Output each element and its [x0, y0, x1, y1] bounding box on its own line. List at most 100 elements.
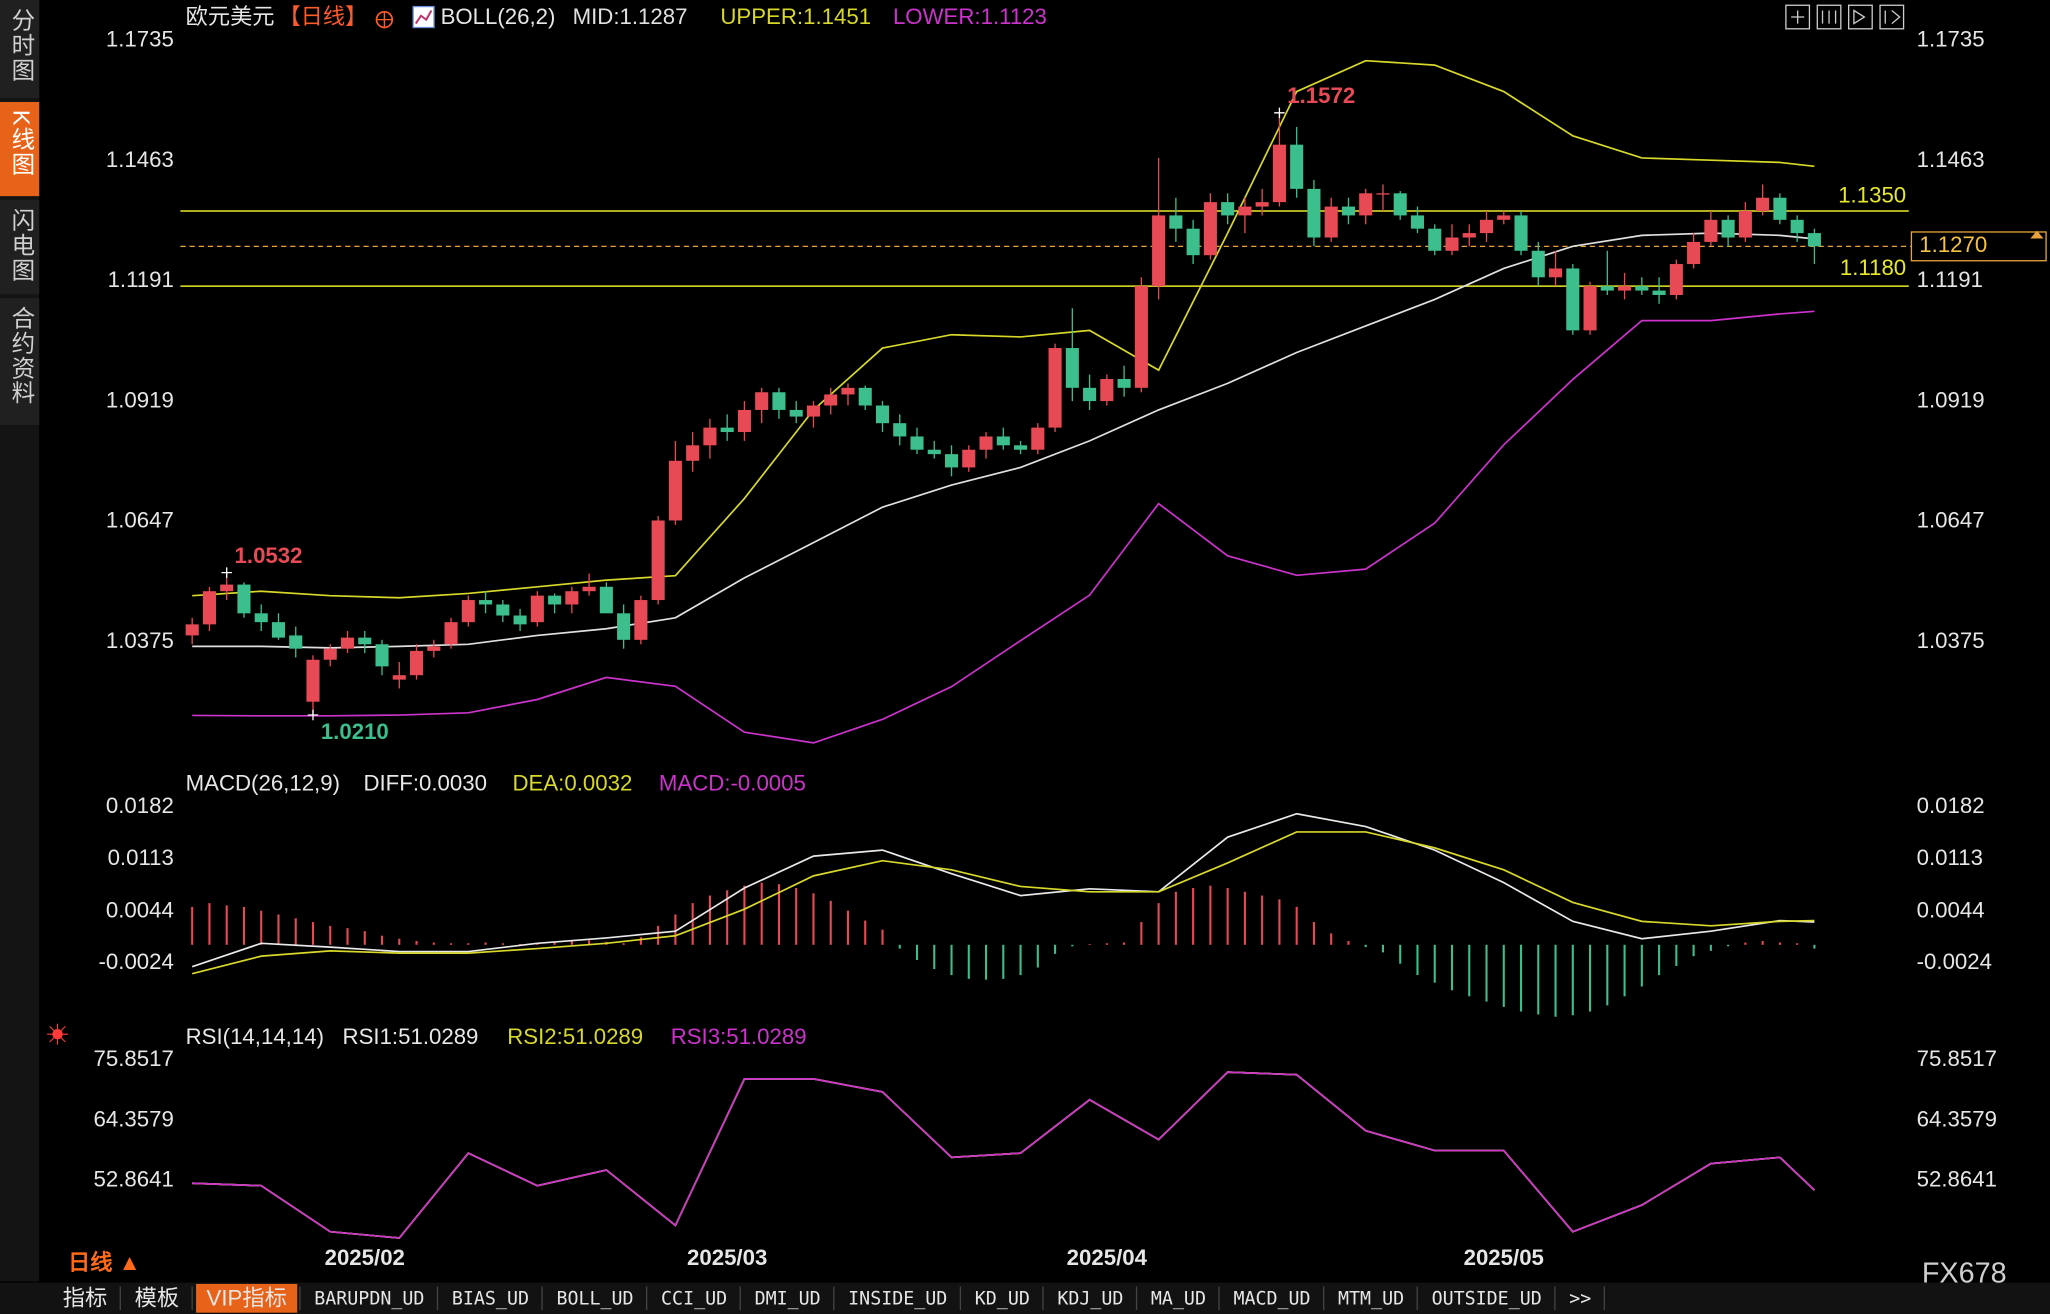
candle-body — [1393, 193, 1407, 216]
candle-body — [1756, 197, 1770, 211]
candle-body — [513, 615, 527, 625]
last-price-label: 1.1270 — [1919, 232, 1987, 257]
indicator-line — [192, 310, 1815, 744]
candle-body — [910, 436, 924, 450]
side-tab-label[interactable]: 闪电图 — [8, 208, 34, 283]
candle-body — [1531, 250, 1545, 278]
candle-body — [1618, 286, 1632, 291]
candle-body — [1376, 193, 1390, 195]
side-tab-label[interactable]: 合约资料 — [8, 306, 35, 406]
bottom-tab[interactable] — [1558, 1283, 1602, 1313]
toolbar — [1785, 4, 1905, 30]
toolbar-button[interactable] — [1848, 4, 1873, 30]
bottom-tab[interactable] — [1327, 1283, 1415, 1313]
extreme-marker — [1274, 107, 1285, 119]
bottom-tab-label[interactable]: KD_UD — [975, 1289, 1030, 1310]
candle-body — [358, 637, 372, 645]
y-tick-label: 0.0113 — [108, 845, 174, 870]
x-tick-label: 2025/04 — [1067, 1245, 1148, 1270]
legend-entry: MID:1.1287 — [573, 4, 688, 29]
candle-body — [1652, 290, 1666, 295]
toolbar-button[interactable] — [1816, 4, 1842, 30]
candle-body — [444, 622, 458, 645]
candle-body — [340, 637, 355, 649]
side-tab-label[interactable]: 分时图 — [8, 8, 34, 83]
candle-body — [1462, 233, 1476, 238]
candle-body — [686, 445, 700, 461]
bottom-tab-label[interactable]: DMI_UD — [755, 1289, 821, 1310]
bottom-tab-label[interactable]: 模板 — [135, 1285, 179, 1310]
bottom-tab[interactable] — [441, 1283, 540, 1313]
legend-entry: RSI3:51.0289 — [671, 1024, 807, 1049]
indicator-line — [192, 1071, 1815, 1239]
bottom-tab-label[interactable]: VIP指标 — [207, 1285, 287, 1310]
bottom-tab[interactable] — [52, 1283, 118, 1313]
candle-body — [772, 392, 786, 410]
bottom-tab-label[interactable]: MTM_UD — [1338, 1289, 1404, 1310]
extreme-marker — [221, 567, 232, 578]
bottom-tab[interactable] — [303, 1283, 435, 1313]
y-tick-label-right: 0.0113 — [1917, 845, 1983, 870]
bottom-tab-label[interactable]: INSIDE_UD — [848, 1289, 947, 1310]
candle-body — [634, 600, 648, 640]
bottom-tab[interactable] — [545, 1283, 645, 1313]
candle-body — [323, 648, 337, 660]
candle-body — [1566, 268, 1580, 331]
bottom-tab-label[interactable]: BIAS_UD — [452, 1289, 529, 1310]
candle-body — [1290, 144, 1304, 189]
bottom-tab-label[interactable]: KDJ_UD — [1057, 1289, 1123, 1310]
bottom-tab[interactable] — [1046, 1283, 1134, 1313]
bottom-tab[interactable] — [1222, 1283, 1322, 1313]
candle-body — [1445, 237, 1459, 251]
candle-body — [824, 394, 838, 406]
candle-body — [1152, 215, 1166, 287]
bottom-tab-label[interactable]: OUTSIDE_UD — [1432, 1289, 1542, 1310]
bottom-tab[interactable] — [744, 1283, 832, 1313]
toolbar-button[interactable] — [1879, 4, 1905, 30]
candle-body — [996, 436, 1010, 446]
candle-body — [755, 392, 769, 410]
bottom-tab-label[interactable]: CCI_UD — [661, 1289, 727, 1310]
y-tick-label-right: 1.0919 — [1917, 387, 1985, 412]
bottom-tab-label[interactable]: >> — [1569, 1289, 1591, 1310]
bottom-tab[interactable] — [124, 1283, 190, 1313]
candle-body — [1773, 197, 1787, 220]
bottom-tab[interactable] — [650, 1283, 738, 1313]
side-tab[interactable] — [0, 298, 40, 425]
bottom-tab[interactable] — [837, 1283, 958, 1313]
side-tab[interactable] — [0, 0, 40, 99]
timeframe-label[interactable]: 日线 ▲ — [68, 1249, 141, 1275]
bottom-tab[interactable] — [1140, 1283, 1217, 1313]
side-tab[interactable] — [0, 102, 40, 197]
candle-body — [1807, 233, 1821, 247]
bottom-tab-label[interactable]: MACD_UD — [1233, 1289, 1310, 1310]
candle-body — [944, 454, 959, 468]
candle-body — [1324, 206, 1338, 238]
bottom-tab[interactable] — [1421, 1283, 1553, 1313]
symbol-title: 欧元美元 — [186, 4, 275, 29]
y-tick-label: 1.0375 — [106, 628, 174, 653]
toolbar-button[interactable] — [1785, 4, 1811, 30]
bottom-tab-label[interactable]: BOLL_UD — [556, 1289, 633, 1310]
toolbar-glyphs — [1791, 9, 1901, 25]
candle-body — [1497, 215, 1511, 220]
bottom-tab[interactable] — [196, 1283, 298, 1313]
rsi-icon — [47, 1023, 68, 1045]
y-tick-label: 1.0919 — [106, 387, 174, 412]
candle-body — [1341, 206, 1355, 216]
bottom-tab-label[interactable]: BARUPDN_UD — [314, 1289, 424, 1310]
candle-body — [1549, 268, 1563, 278]
candle-body — [1410, 215, 1425, 229]
indicator-icon-line — [414, 10, 433, 25]
candle-body — [254, 613, 268, 623]
indicator-line — [192, 59, 1815, 599]
bottom-tab-label[interactable]: MA_UD — [1151, 1289, 1206, 1310]
indicator-line — [192, 232, 1815, 649]
bottom-tab-label[interactable]: 指标 — [63, 1285, 107, 1310]
side-tab[interactable] — [0, 200, 40, 295]
candle-body — [548, 595, 562, 605]
last-price-box — [1910, 231, 2047, 262]
side-tab-label[interactable]: K线图 — [8, 110, 34, 177]
bottom-tab[interactable] — [964, 1283, 1041, 1313]
legend-entry: DEA:0.0032 — [513, 770, 633, 795]
